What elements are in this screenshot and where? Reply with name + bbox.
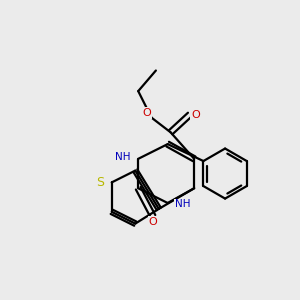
Text: S: S (96, 176, 104, 189)
Text: O: O (191, 110, 200, 120)
Text: O: O (148, 217, 157, 227)
Text: NH: NH (116, 152, 131, 162)
Text: NH: NH (175, 200, 190, 209)
Text: O: O (143, 108, 152, 118)
